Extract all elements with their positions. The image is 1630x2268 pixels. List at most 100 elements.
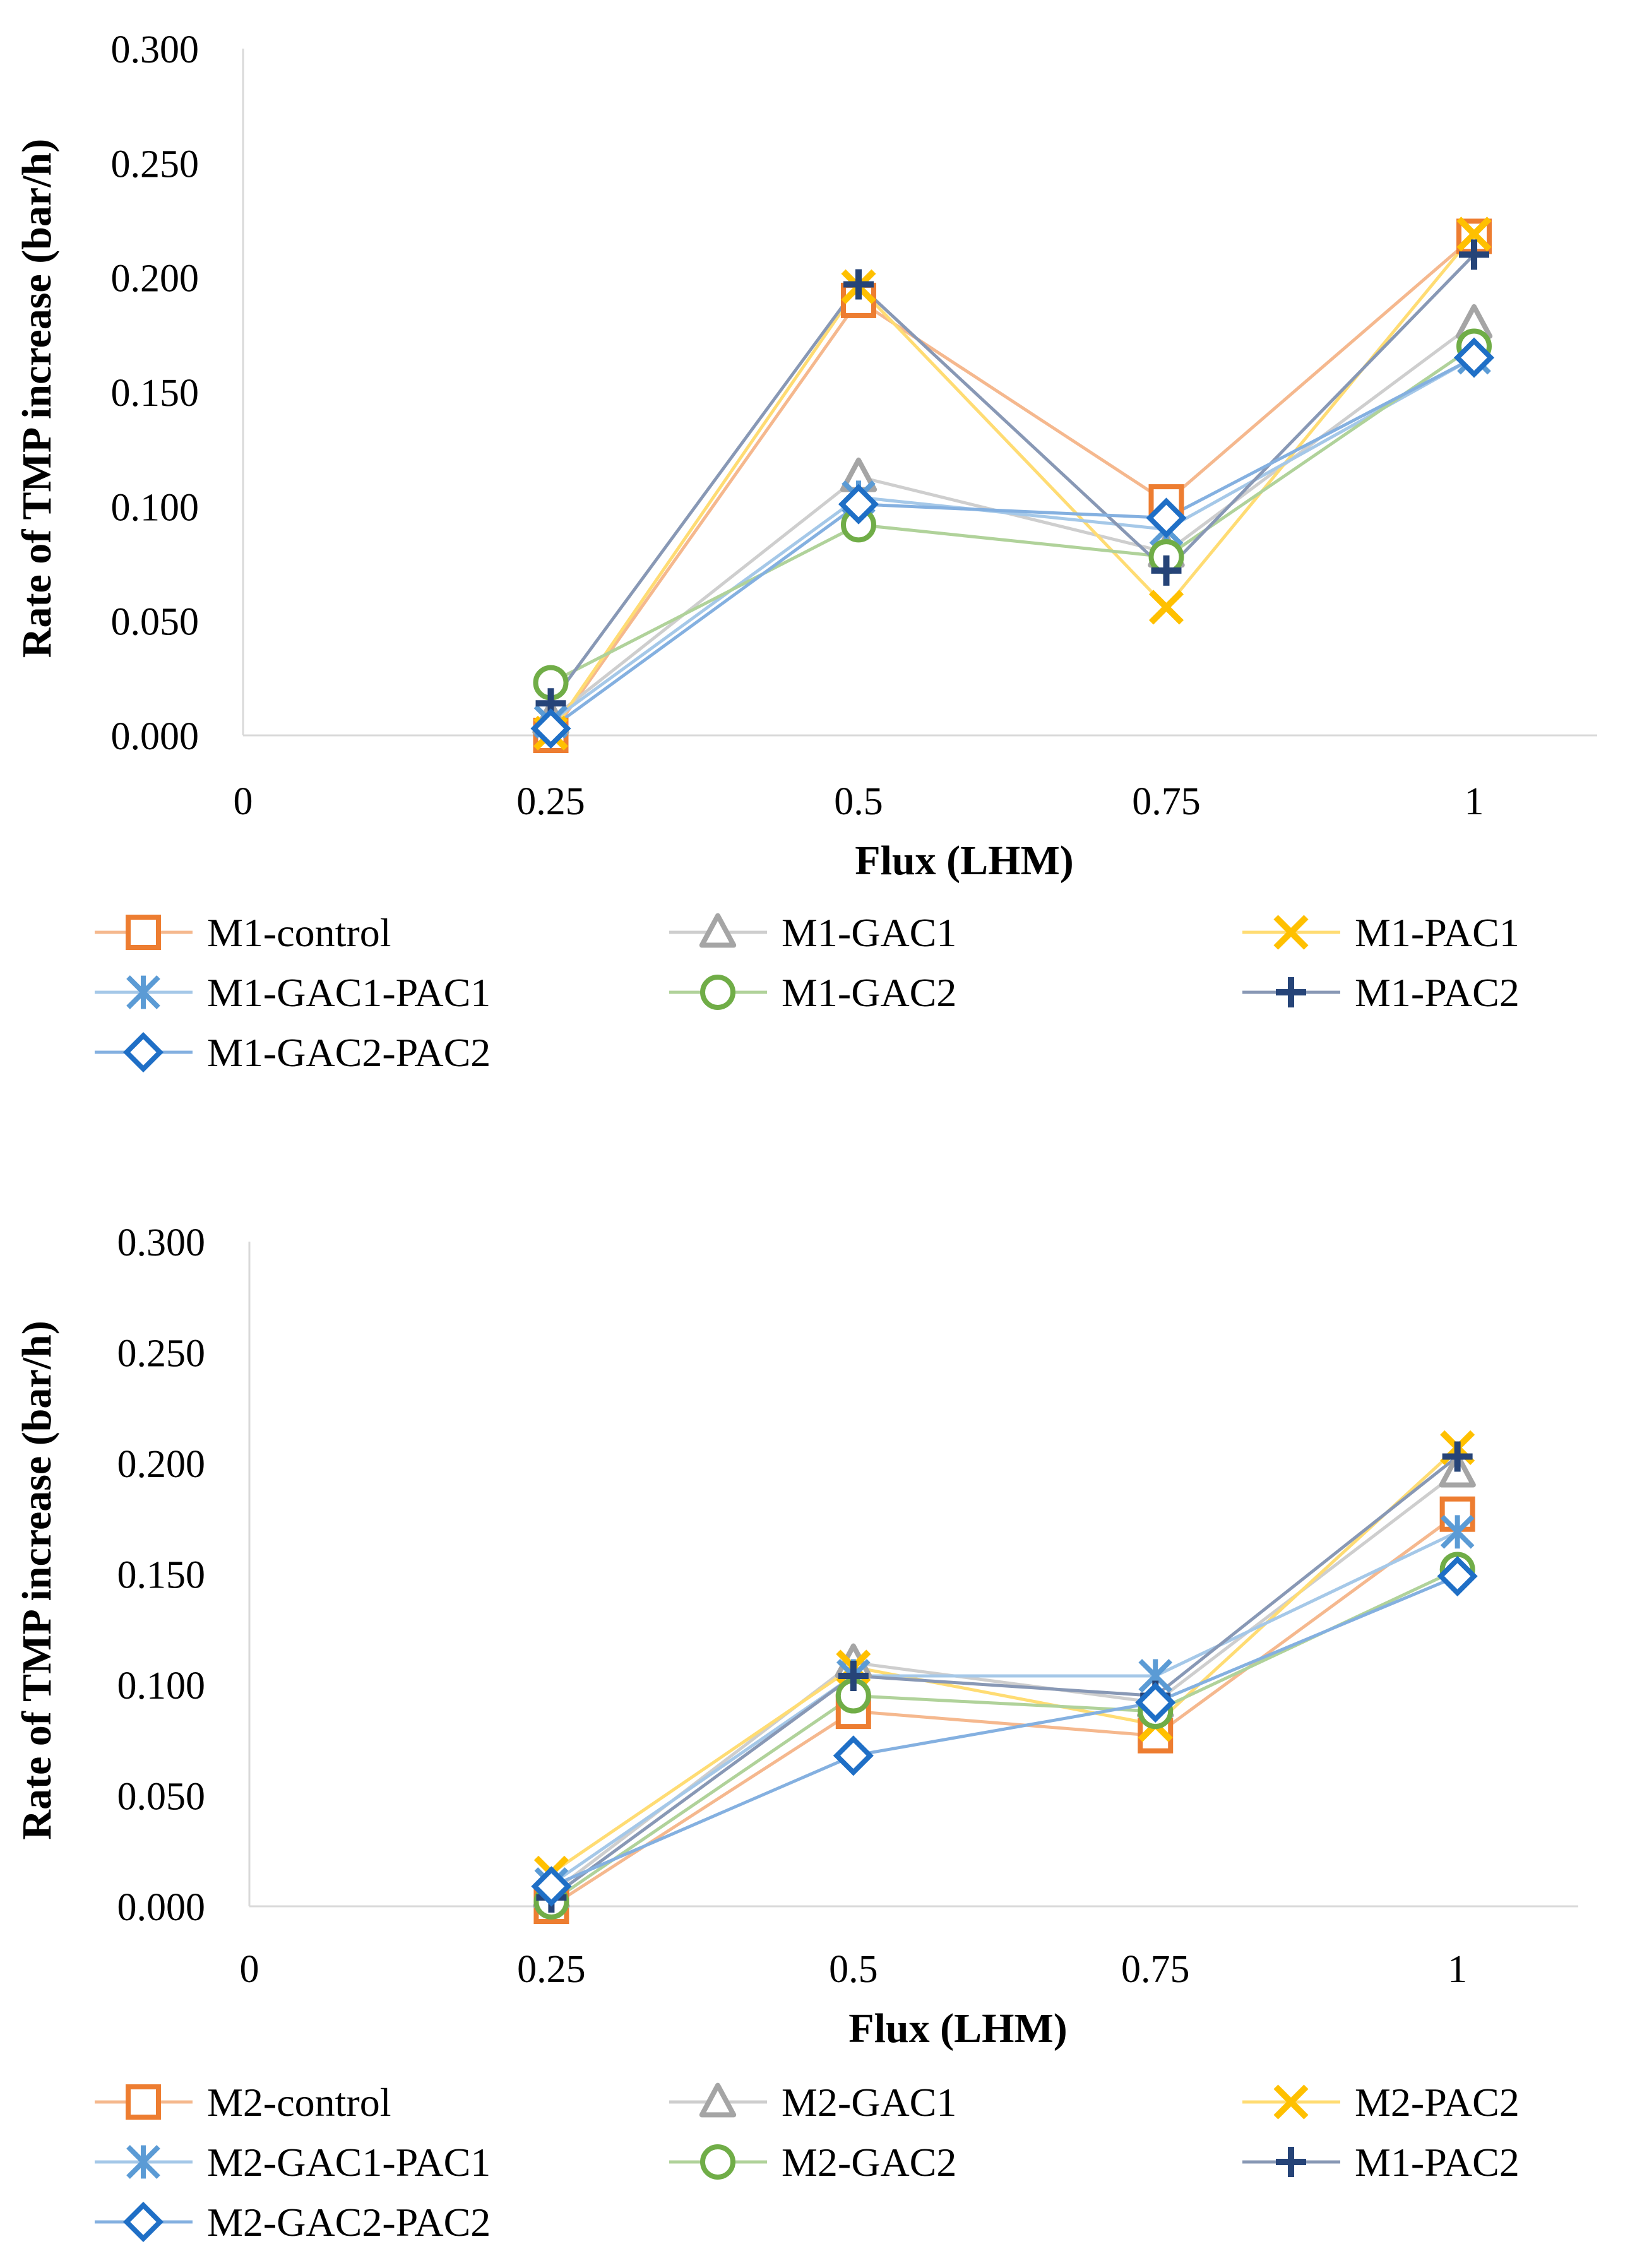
legend-item: M2-control xyxy=(95,2080,391,2125)
legend-label: M2-GAC2 xyxy=(782,2140,956,2185)
legend-item: M2-GAC2 xyxy=(669,2140,956,2185)
legend-item: M2-GAC1 xyxy=(669,2080,956,2125)
y-tick-label: 0.000 xyxy=(111,715,199,758)
x-tick-label: 0 xyxy=(240,1948,259,1991)
legend-label: M1-PAC1 xyxy=(1355,910,1520,955)
legend-item: M1-GAC2 xyxy=(669,970,956,1015)
legend-item: M1-PAC1 xyxy=(1242,910,1520,955)
x-tick-label: 1 xyxy=(1465,780,1484,823)
data-point-M2-GAC2-PAC2 xyxy=(833,1735,874,1776)
series-line-M1-GAC1 xyxy=(549,322,1475,721)
legend-item: M1-PAC2 xyxy=(1242,2140,1520,2185)
series-line-M2-PAC2 xyxy=(550,1446,1459,1875)
series-line-M1-PAC2 xyxy=(549,253,1475,704)
legend-marker-diamond xyxy=(122,2201,164,2243)
legend-label: M2-PAC2 xyxy=(1355,2080,1520,2125)
legend-item: M1-GAC1 xyxy=(669,910,956,955)
data-point-M1-PAC2 xyxy=(1151,555,1182,586)
legend-marker-triangle xyxy=(699,913,737,948)
legend-marker-x xyxy=(1273,915,1309,950)
legend-item: M1-control xyxy=(95,910,391,955)
data-point-M1-PAC2 xyxy=(843,269,874,300)
y-tick-label: 0.100 xyxy=(111,486,199,529)
data-point-M1-GAC2-PAC2 xyxy=(530,708,571,749)
data-point-M1-GAC2-PAC2 xyxy=(1146,497,1187,538)
y-tick-label: 0.250 xyxy=(117,1333,206,1375)
legend-label: M1-GAC1-PAC1 xyxy=(207,970,491,1015)
legend-label: M1-GAC2-PAC2 xyxy=(207,1030,491,1075)
legend-marker-square xyxy=(126,2084,161,2120)
series-line-M2-GAC1-PAC1 xyxy=(550,1530,1458,1885)
legend-label: M1-PAC2 xyxy=(1355,970,1520,1015)
y-tick-label: 0.250 xyxy=(111,143,199,186)
data-point-M1-GAC2-PAC2 xyxy=(838,484,879,525)
series-line-M1-PAC2 xyxy=(550,1455,1459,1899)
y-tick-label: 0.000 xyxy=(117,1886,206,1929)
series-line-M1-PAC1 xyxy=(549,233,1475,734)
y-tick-label: 0.050 xyxy=(111,601,199,644)
legend-item: M1-GAC1-PAC1 xyxy=(95,970,491,1015)
y-tick-label: 0.200 xyxy=(111,258,199,300)
y-tick-label: 0.200 xyxy=(117,1443,206,1486)
data-point-M1-GAC2-PAC2 xyxy=(1453,337,1495,378)
legend-marker-star xyxy=(126,2145,160,2179)
x-tick-label: 0.25 xyxy=(517,1948,586,1991)
y-tick-label: 0.050 xyxy=(117,1776,206,1819)
data-point-M2-GAC2-PAC2 xyxy=(1437,1555,1478,1597)
legend-item: M2-GAC2-PAC2 xyxy=(95,2200,491,2245)
data-point-M1-PAC2 xyxy=(838,1660,869,1691)
x-tick-label: 0 xyxy=(234,780,253,823)
series-line-M2-GAC2-PAC2 xyxy=(550,1574,1458,1888)
y-tick-label: 0.300 xyxy=(111,28,199,71)
legend-label: M1-control xyxy=(207,910,391,955)
legend-label: M2-GAC2-PAC2 xyxy=(207,2200,491,2245)
x-tick-label: 1 xyxy=(1448,1948,1467,1991)
series-line-M1-GAC2 xyxy=(550,345,1475,684)
series-line-M1-GAC1-PAC1 xyxy=(550,356,1475,723)
y-tick-label: 0.300 xyxy=(117,1221,206,1264)
legend-item: M1-GAC2-PAC2 xyxy=(95,1030,491,1075)
y-tick-label: 0.100 xyxy=(117,1665,206,1707)
series-line-M1-control xyxy=(549,235,1475,737)
chart-m2: 0.000 0.050 0.100 0.150 0.200 0.250 0.300 0 0.25… xyxy=(14,1221,1578,2245)
data-point-M1-PAC1 xyxy=(1148,590,1184,625)
chart-m1: 0.000 0.050 0.100 0.150 0.200 0.250 0.300 0 0.25… xyxy=(14,28,1597,1075)
y-tick-label: 0.150 xyxy=(111,372,199,415)
legend-marker-x xyxy=(1273,2084,1309,2120)
x-axis-label: Flux (LHM) xyxy=(855,838,1073,884)
y-axis-label: Rate of TMP increase (bar/h) xyxy=(14,1321,60,1839)
x-tick-label: 0.75 xyxy=(1132,780,1201,823)
data-point-M1-PAC2 xyxy=(1459,239,1489,270)
series-line-M1-GAC2-PAC2 xyxy=(550,356,1475,730)
x-tick-label: 0.75 xyxy=(1121,1948,1190,1991)
legend-marker-circle xyxy=(700,2144,735,2180)
data-point-M2-GAC2-PAC2 xyxy=(531,1866,572,1907)
legend-label: M2-control xyxy=(207,2080,391,2125)
legend-marker-plus xyxy=(1276,977,1306,1007)
legend-label: M1-PAC2 xyxy=(1355,2140,1520,2185)
y-axis-label: Rate of TMP increase (bar/h) xyxy=(14,139,60,658)
legend-item: M1-PAC2 xyxy=(1242,970,1520,1015)
data-point-M1-PAC2 xyxy=(1442,1441,1473,1472)
legend-label: M1-GAC2 xyxy=(782,970,956,1015)
legend-label: M1-GAC1 xyxy=(782,910,956,955)
legend-marker-triangle xyxy=(699,2082,737,2118)
y-tick-label: 0.150 xyxy=(117,1554,206,1597)
data-point-M2-GAC2-PAC2 xyxy=(1135,1682,1176,1723)
legend-item: M2-GAC1-PAC1 xyxy=(95,2140,491,2185)
data-point-M2-GAC1-PAC1 xyxy=(1440,1514,1475,1549)
x-tick-label: 0.25 xyxy=(516,780,585,823)
x-tick-label: 0.5 xyxy=(829,1948,878,1991)
legend-marker-diamond xyxy=(122,1031,164,1073)
legend-item: M2-PAC2 xyxy=(1242,2080,1520,2125)
data-point-M1-PAC1 xyxy=(1456,217,1492,252)
legend-label: M2-GAC1-PAC1 xyxy=(207,2140,491,2185)
series-line-M2-GAC2 xyxy=(550,1568,1458,1904)
series-line-M2-GAC1 xyxy=(550,1471,1459,1894)
legend-marker-plus xyxy=(1276,2147,1306,2177)
legend-marker-circle xyxy=(700,975,735,1010)
legend-marker-star xyxy=(126,975,160,1009)
legend-label: M2-GAC1 xyxy=(782,2080,956,2125)
x-tick-label: 0.5 xyxy=(834,780,883,823)
